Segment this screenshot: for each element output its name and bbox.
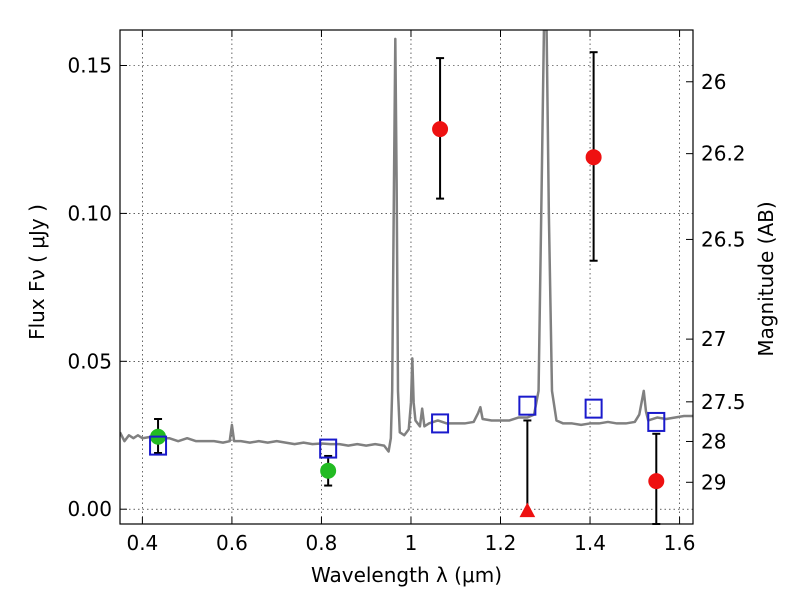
x-tick-label: 1.2 (485, 531, 517, 555)
y-tick-label: 0.15 (67, 53, 112, 77)
x-tick-label: 1.6 (664, 531, 696, 555)
model-flux-marker (647, 411, 666, 432)
y2-tick-label: 27.5 (701, 390, 746, 414)
data-point (432, 121, 449, 138)
x-tick-label: 0.6 (216, 531, 248, 555)
y2-tick-label: 26.5 (701, 227, 746, 251)
model-flux-marker (431, 413, 450, 434)
y2-tick-label: 26.2 (701, 142, 746, 166)
data-point (648, 473, 665, 490)
right-axis-title: Magnitude (AB) (754, 201, 778, 356)
model-flux-marker (149, 435, 168, 456)
model-flux-marker (319, 438, 338, 459)
grid-layer (120, 30, 693, 524)
x-tick-label: 0.4 (126, 531, 158, 555)
upper-limit-marker (519, 502, 536, 518)
x-axis-title: Wavelength λ (μm) (311, 563, 502, 587)
points-layer (149, 51, 666, 525)
data-point (320, 462, 337, 479)
ticks-layer: 0.4 0.6 0.8 1 1.2 1.4 1.6 0.00 0.05 0.10 0.15 26 26.… (67, 30, 746, 555)
plot-frame (119, 29, 694, 525)
y2-tick-label: 27 (701, 327, 726, 351)
y-tick-label: 0.10 (67, 201, 112, 225)
y-tick-label: 0.00 (67, 497, 112, 521)
y-tick-label: 0.05 (67, 349, 112, 373)
spectrum-layer (120, 30, 693, 453)
y2-tick-label: 29 (701, 470, 726, 494)
x-tick-label: 0.8 (306, 531, 338, 555)
data-point (585, 149, 602, 166)
y-axis-title: Flux Fν ( μJy ) (25, 204, 49, 340)
model-flux-marker (518, 395, 537, 416)
x-tick-label: 1.4 (574, 531, 606, 555)
model-flux-marker (584, 398, 603, 419)
y2-tick-label: 26 (701, 70, 726, 94)
model-spectrum-line (120, 30, 693, 453)
x-tick-label: 1 (405, 531, 418, 555)
y2-tick-label: 28 (701, 429, 726, 453)
